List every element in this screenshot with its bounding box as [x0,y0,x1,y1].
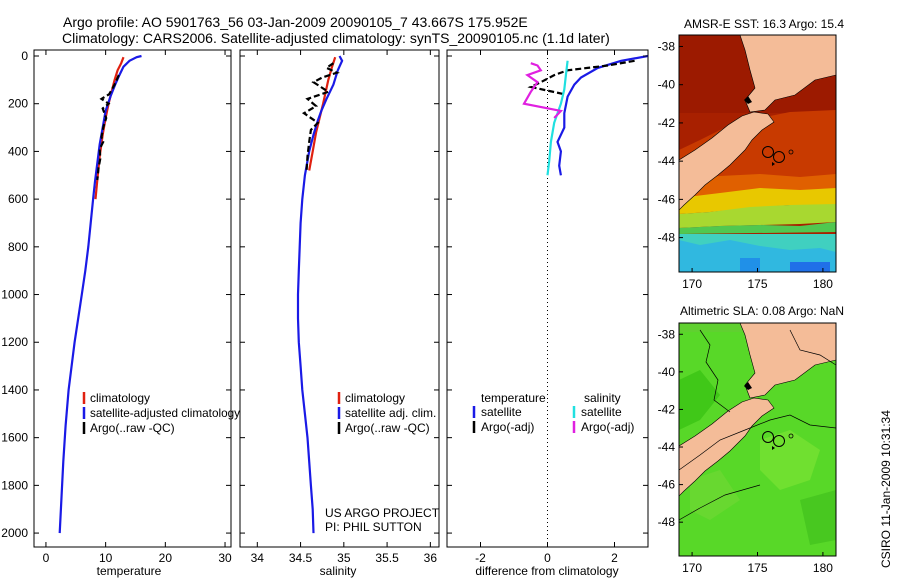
sla-map-title: Altimetric SLA: 0.08 Argo: NaN [680,304,844,318]
legend-label-sal-argo: Argo(-adj) [581,420,634,434]
map-y-tick-label: -44 [658,154,676,168]
legend-label-climatology: climatology [90,391,150,405]
map-x-tick-label: 175 [747,561,767,575]
sst-map-image [679,35,836,272]
map-y-tick-label: -46 [658,192,676,206]
legend-label-satellite: satellite adj. clim. [345,406,436,420]
salinity-ticks: 34 34.5 35 35.5 36 [240,50,439,565]
legend-header-temperature: temperature [481,391,546,405]
x-tick-label: 30 [218,551,232,565]
series-line-argo-raw-qc [301,62,340,171]
temperature-xlabel: temperature [97,564,162,578]
map-y-tick-label: -40 [658,365,676,379]
y-tick-label: 200 [8,97,28,111]
map-y-tick-label: -38 [658,327,676,341]
difference-ticks: -2 0 2 [447,50,648,565]
x-tick-label: 34 [251,551,265,565]
y-tick-label: 600 [8,192,28,206]
sst-map-ticks: 170 175 180 -38 -40 -42 -44 -46 -48 [658,39,834,291]
map-y-tick-label: -42 [658,402,676,416]
salinity-series [296,55,344,534]
x-tick-label: 10 [99,551,113,565]
y-tick-label: 2000 [1,526,28,540]
x-tick-label: -2 [475,551,486,565]
y-tick-label: 1400 [1,383,28,397]
x-tick-label: 0 [43,551,50,565]
legend-label-temp-argo: Argo(-adj) [481,420,534,434]
map-x-tick-label: 180 [813,561,833,575]
salinity-axes-frame [239,49,440,548]
temperature-axes-frame [33,49,232,548]
series-line-temperature-argo-adj [527,59,635,96]
project-annotation-line1: US ARGO PROJECT [325,506,440,520]
sla-map-ticks: 170 175 180 -38 -40 -42 -44 -46 -48 [658,327,834,575]
salinity-xlabel: salinity [320,564,357,578]
figure-title-line1: Argo profile: AO 5901763_56 03-Jan-2009 … [63,14,528,30]
y-tick-label: 1800 [1,478,28,492]
map-y-tick-label: -38 [658,39,676,53]
series-line-temperature-satellite [556,54,648,176]
y-tick-label: 800 [8,240,28,254]
map-y-tick-label: -42 [658,116,676,130]
series-line-satellite-adjusted-climatology [58,54,142,534]
project-annotation-line2: PI: PHIL SUTTON [325,520,422,534]
legend-label-satellite-adjusted: satellite-adjusted climatology [90,406,240,420]
map-y-tick-label: -44 [658,440,676,454]
x-tick-label: 35 [337,551,351,565]
temperature-legend: climatology satellite-adjusted climatolo… [82,391,240,435]
legend-label-sal-satellite: satellite [581,405,622,419]
temperature-series [58,54,142,534]
x-tick-label: 34.5 [289,551,313,565]
y-tick-label: 1600 [1,431,28,445]
x-tick-label: 35.5 [375,551,399,565]
legend-label-argo: Argo(..raw -QC) [345,421,430,435]
map-x-tick-label: 180 [813,277,833,291]
sla-map-image [679,323,836,556]
map-y-tick-label: -46 [658,478,676,492]
figure-title-line2: Climatology: CARS2006. Satellite-adjuste… [62,30,610,46]
x-tick-label: 20 [159,551,173,565]
csiro-timestamp: CSIRO 11-Jan-2009 10:31:34 [879,410,893,568]
series-line-salinity-argo-adj [522,62,564,119]
difference-panel: -2 0 2 difference from climatology tempera… [446,49,649,578]
map-x-tick-label: 170 [682,277,702,291]
map-x-tick-label: 170 [682,561,702,575]
series-line-climatology [308,56,337,171]
map-y-tick-label: -48 [658,231,676,245]
salinity-panel: 34 34.5 35 35.5 36 salinity climatology sate… [239,49,440,578]
x-tick-label: 0 [544,551,551,565]
legend-label-temp-satellite: satellite [481,405,522,419]
y-tick-label: 400 [8,144,28,158]
y-tick-label: 0 [21,49,28,63]
temperature-panel: 0 10 20 30 0 200 400 600 800 1000 1200 1400 1600 1800… [1,49,240,578]
y-tick-label: 1000 [1,288,28,302]
series-line-satellite-adj-clim [296,55,344,534]
legend-header-salinity: salinity [584,391,621,405]
sla-map-panel: Altimetric SLA: 0.08 Argo: NaN 170 175 180… [658,304,844,575]
map-x-tick-label: 175 [747,277,767,291]
difference-legend: temperature salinity satellite Argo(-adj… [472,391,634,434]
sst-map-panel: AMSR-E SST: 16.3 Argo: 15.4 170 175 180 -38… [658,17,845,291]
salinity-legend: climatology satellite adj. clim. Argo(..… [337,391,436,435]
map-y-tick-label: -48 [658,515,676,529]
legend-label-argo: Argo(..raw -QC) [90,421,175,435]
y-tick-label: 1200 [1,335,28,349]
sst-map-title: AMSR-E SST: 16.3 Argo: 15.4 [684,17,844,31]
temperature-ticks: 0 10 20 30 0 200 400 600 800 1000 1200 1400 1600 1800… [1,49,232,565]
x-tick-label: 2 [611,551,618,565]
x-tick-label: 36 [424,551,438,565]
legend-label-climatology: climatology [345,391,405,405]
difference-xlabel: difference from climatology [475,564,618,578]
map-y-tick-label: -40 [658,78,676,92]
series-line-argo-raw-qc [96,74,120,181]
difference-series [522,50,648,547]
